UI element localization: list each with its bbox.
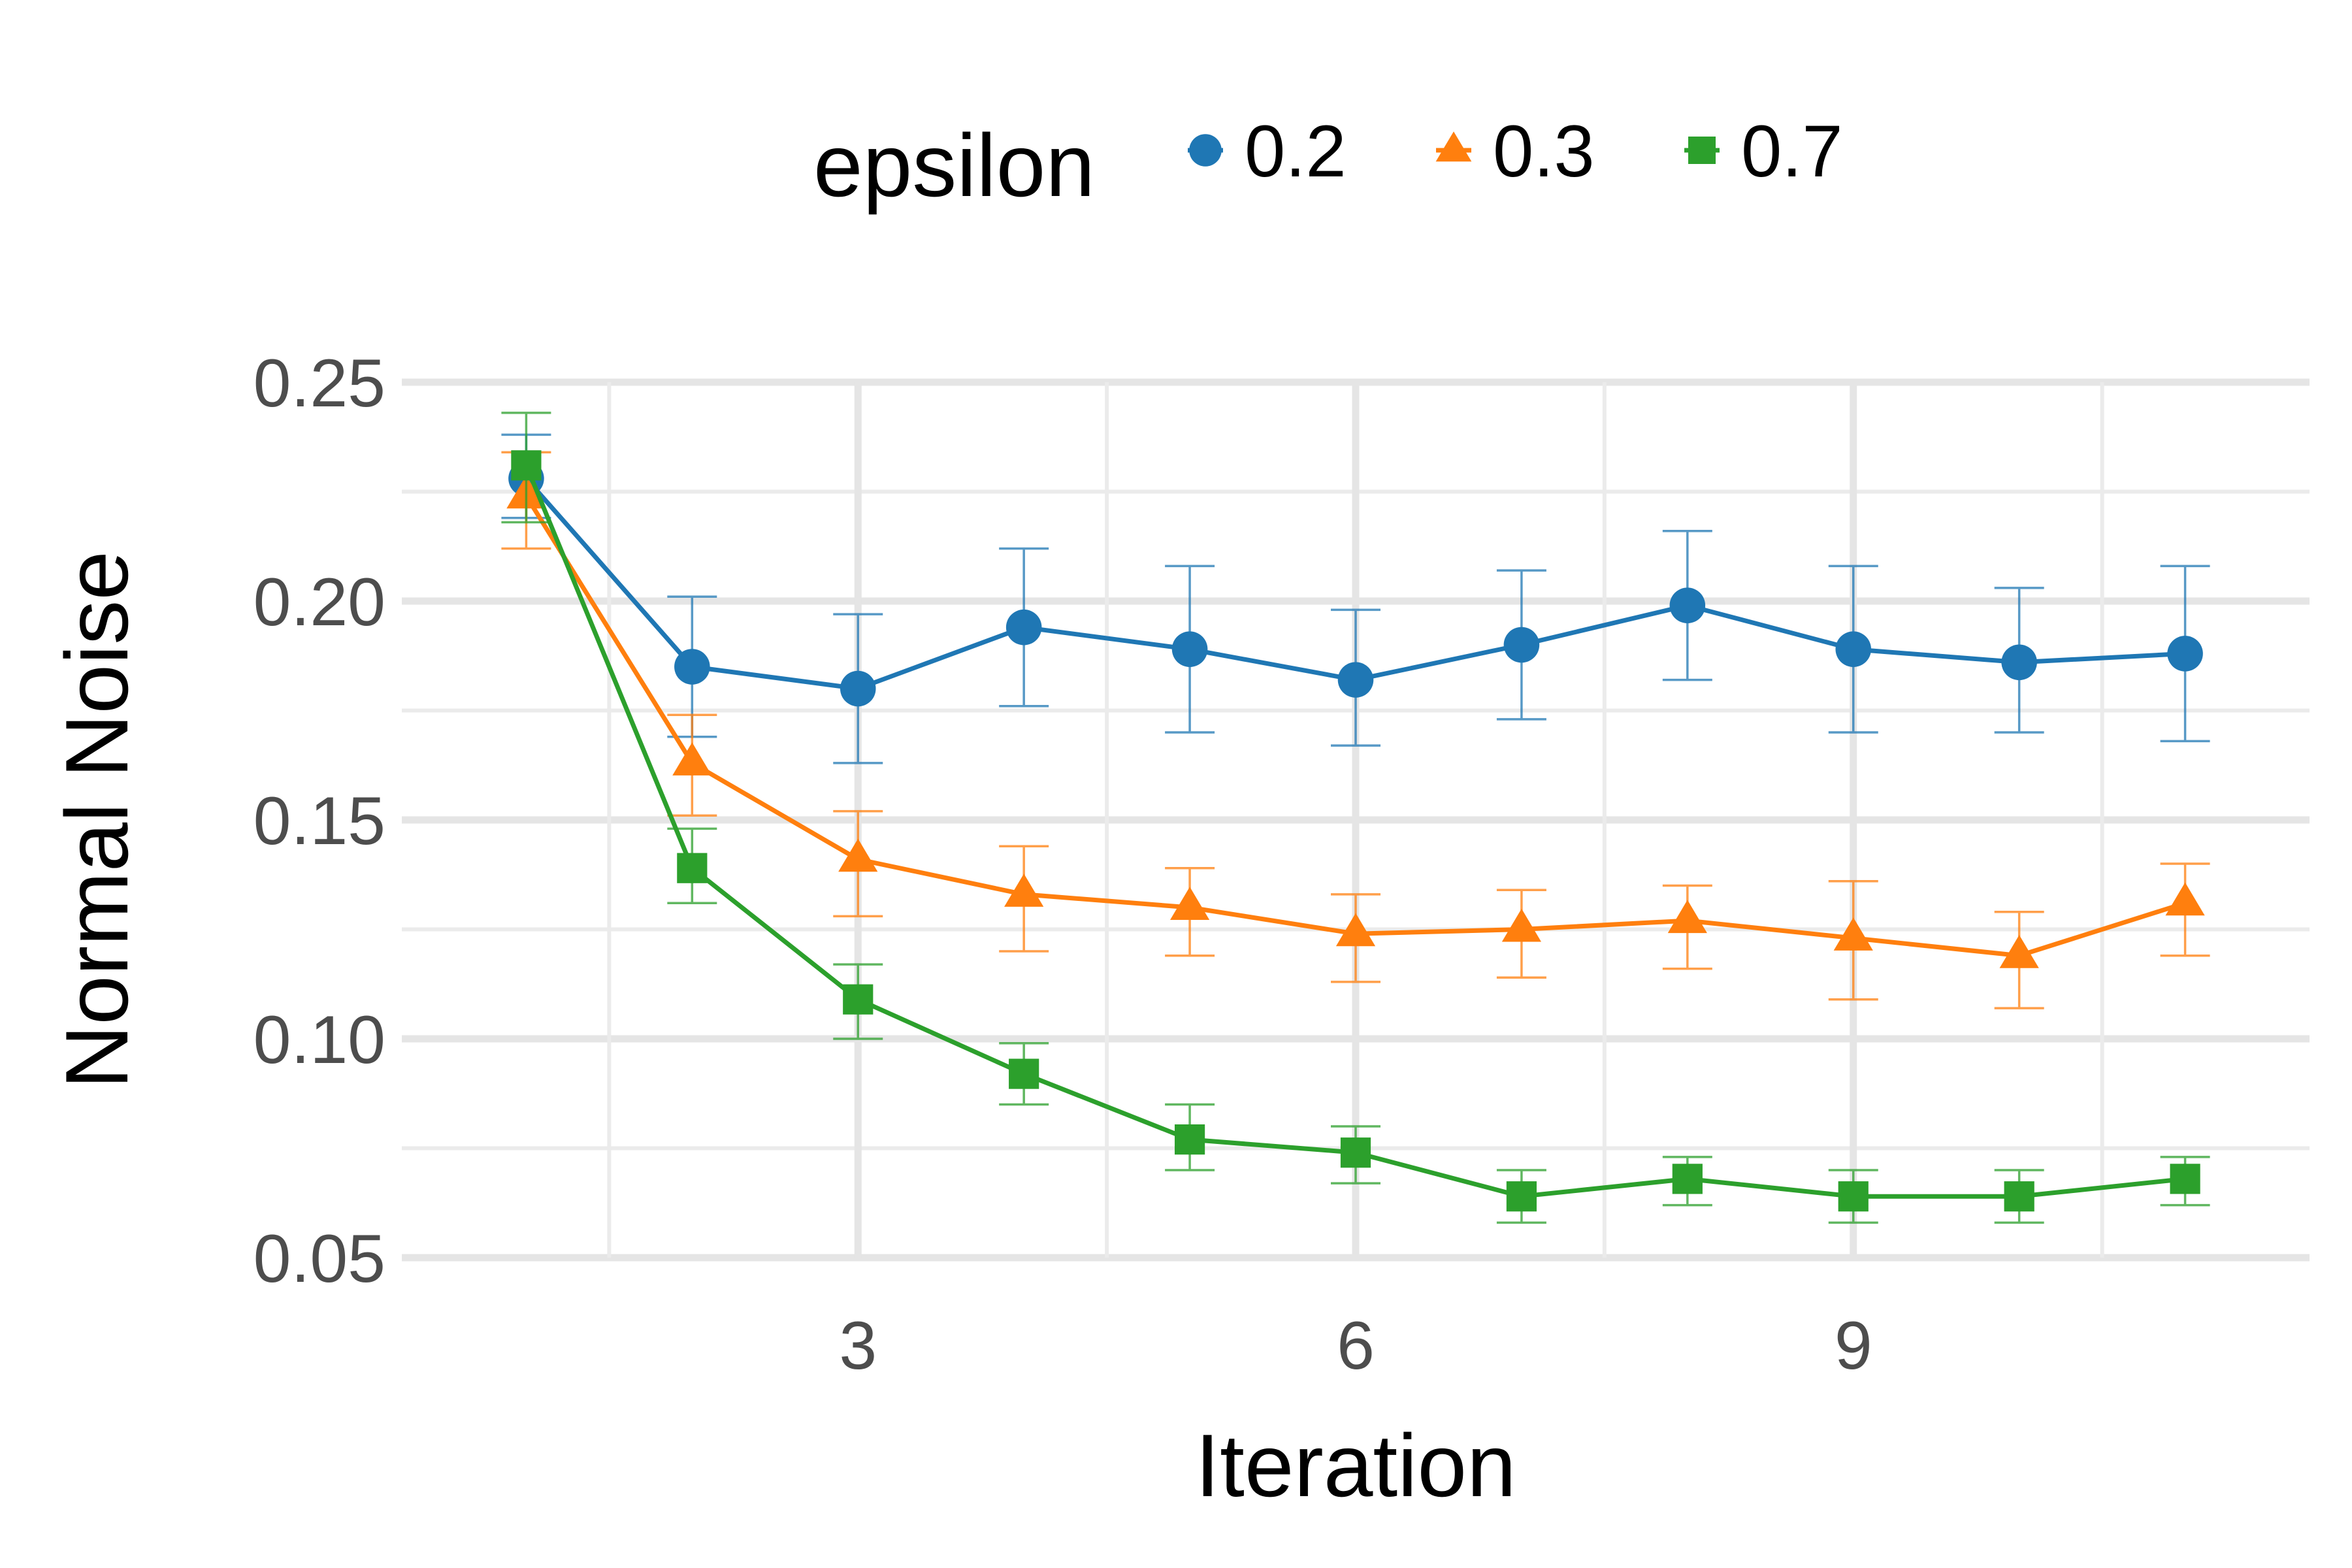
legend-items: 0.2 0.3 0.7 (1188, 110, 1843, 192)
x-tick-label: 9 (1835, 1308, 1872, 1384)
data-point (1669, 587, 1706, 623)
data-point (1835, 631, 1872, 667)
legend-title: epsilon (813, 116, 1095, 215)
data-point (1340, 1137, 1371, 1168)
data-point (674, 649, 710, 685)
legend-key-marker (1189, 134, 1222, 167)
data-point (672, 742, 712, 776)
data-point (2004, 1181, 2034, 1212)
data-point (2167, 636, 2203, 672)
x-tick-label: 3 (839, 1308, 877, 1384)
data-point (1174, 1124, 1205, 1155)
x-axis-title: Iteration (1195, 1416, 1516, 1515)
data-point (1501, 908, 1542, 942)
data-point (1169, 887, 1210, 921)
data-point (1506, 1181, 1537, 1212)
y-tick-label: 0.15 (253, 783, 385, 859)
x-tick-label: 6 (1337, 1308, 1375, 1384)
data-point (1005, 609, 1042, 645)
legend-label: 0.3 (1493, 110, 1595, 192)
legend-item-0.2: 0.2 (1188, 110, 1347, 192)
data-point (2001, 644, 2037, 681)
y-tick-label: 0.05 (253, 1221, 385, 1297)
series-layer (501, 412, 2210, 1224)
data-point (840, 670, 876, 707)
legend-key-marker (1688, 137, 1716, 164)
legend-key-marker (1435, 131, 1472, 162)
data-point (1667, 900, 1707, 934)
y-axis-title: Normal Noise (47, 551, 146, 1089)
data-point (511, 450, 542, 481)
data-point (838, 838, 878, 872)
data-point (2165, 882, 2205, 916)
data-point (2170, 1164, 2200, 1194)
data-point (677, 853, 708, 883)
x-axis-tick-labels: 3 6 9 (839, 1308, 1872, 1384)
legend-label: 0.7 (1741, 110, 1843, 192)
data-point (1833, 917, 1873, 951)
y-axis-tick-labels: 0.05 0.10 0.15 0.20 0.25 (253, 346, 385, 1297)
data-point (843, 984, 874, 1015)
data-point (1171, 631, 1208, 667)
data-point (1337, 662, 1374, 698)
legend[interactable]: epsilon 0.2 0.3 0.7 (813, 110, 1843, 215)
series-0.3 (501, 451, 2210, 1009)
data-point (1004, 874, 1044, 907)
data-point (1999, 935, 2039, 968)
series-0.7 (501, 412, 2210, 1224)
legend-item-0.3: 0.3 (1435, 110, 1595, 192)
y-tick-label: 0.25 (253, 346, 385, 421)
data-point (1009, 1058, 1039, 1089)
data-point (1838, 1181, 1869, 1212)
legend-label: 0.2 (1245, 110, 1347, 192)
y-tick-label: 0.10 (253, 1002, 385, 1078)
data-point (1672, 1164, 1703, 1194)
legend-item-0.7: 0.7 (1684, 110, 1843, 192)
data-point (1503, 627, 1540, 663)
data-point (1335, 913, 1376, 947)
y-tick-label: 0.20 (253, 564, 385, 640)
